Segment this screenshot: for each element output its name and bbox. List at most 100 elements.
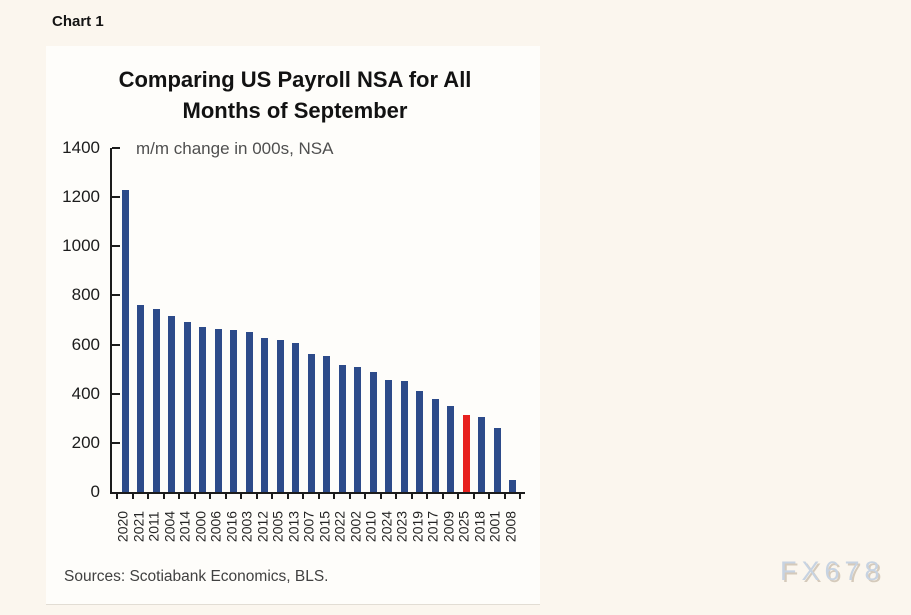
x-axis-label-2000: 2000 (192, 510, 208, 543)
plot-area (110, 147, 525, 499)
bar-2006 (214, 328, 222, 492)
x-axis-label-2024: 2024 (378, 510, 394, 543)
bar-2002 (354, 366, 361, 492)
bar-2019 (416, 391, 423, 492)
bar-2016 (230, 329, 237, 492)
x-axis-label-2010: 2010 (362, 510, 379, 543)
y-axis-label: 800 (71, 285, 100, 305)
x-axis-tick (286, 494, 289, 499)
x-axis-tick (317, 494, 320, 499)
x-axis-tick (224, 494, 227, 499)
x-axis-tick (193, 494, 196, 499)
x-axis-label-2015: 2015 (316, 510, 332, 543)
bar-2024 (385, 380, 392, 492)
x-axis-tick (379, 494, 382, 499)
bar-highlight-2025 (462, 414, 470, 492)
x-axis-tick (178, 494, 181, 499)
x-axis-label-2008: 2008 (502, 510, 518, 543)
x-axis-tick (410, 494, 413, 499)
x-axis-tick (441, 494, 444, 499)
bar-2022 (338, 365, 346, 492)
x-axis-tick (395, 494, 398, 499)
bar-2017 (431, 398, 439, 492)
x-axis-label-2021: 2021 (130, 510, 146, 543)
bar-2013 (292, 343, 299, 492)
x-axis-tick (240, 494, 243, 499)
source-note: Sources: Scotiabank Economics, BLS. (64, 568, 329, 585)
x-axis-label-2007: 2007 (300, 510, 317, 543)
x-axis-tick (426, 494, 429, 499)
y-axis-tick (112, 147, 120, 149)
x-axis-tick (131, 494, 134, 499)
x-axis-label-2014: 2014 (176, 510, 193, 543)
bar-2005 (276, 339, 284, 492)
x-axis-label-2016: 2016 (223, 510, 239, 543)
y-axis-label: 0 (90, 482, 100, 501)
chart-title-line-1: Comparing US Payroll NSA for All (118, 67, 472, 92)
x-axis-label-2020: 2020 (114, 510, 131, 543)
bar-2009 (447, 406, 454, 492)
x-axis-tick (457, 494, 460, 499)
x-axis-label-2002: 2002 (347, 510, 363, 543)
bar-2001 (493, 428, 501, 492)
x-axis-tick (488, 494, 491, 499)
y-axis-tick (112, 392, 120, 395)
y-axis-label: 200 (71, 432, 100, 452)
x-axis-tick (302, 494, 305, 499)
fx678-watermark: FX678 (780, 556, 885, 586)
bar-2021 (137, 305, 144, 492)
x-axis-tick (333, 494, 336, 499)
x-axis-label-2004: 2004 (161, 510, 177, 543)
x-axis-label-2003: 2003 (238, 510, 255, 543)
x-axis-tick (503, 494, 506, 499)
x-axis-tick (472, 494, 475, 499)
x-axis-tick (116, 494, 119, 499)
x-axis-label-2022: 2022 (331, 510, 348, 543)
y-axis-tick (112, 343, 120, 346)
x-axis-tick (348, 494, 351, 499)
y-axis-label: 1000 (62, 236, 100, 256)
bar-2018 (478, 417, 485, 492)
x-axis-tick (162, 494, 165, 499)
bar-2023 (400, 381, 408, 492)
y-axis-tick (112, 441, 120, 444)
x-axis-label-2023: 2023 (393, 510, 410, 543)
x-axis-label-2006: 2006 (207, 510, 224, 543)
bar-2020 (121, 189, 129, 492)
x-axis-label-2005: 2005 (269, 510, 286, 543)
bar-2015 (323, 355, 330, 492)
bar-2003 (245, 332, 253, 492)
x-axis-tick (519, 494, 522, 499)
chart-title: Comparing US Payroll NSA for All Months … (62, 64, 528, 126)
x-axis-label-2018: 2018 (471, 510, 487, 543)
x-axis-label-2012: 2012 (254, 510, 270, 543)
bar-2008 (509, 479, 516, 492)
bar-2000 (199, 327, 206, 492)
chart-number-label: Chart 1 (52, 13, 104, 30)
bar-2012 (261, 338, 268, 492)
y-axis-label: 600 (71, 334, 100, 354)
x-axis-tick (255, 494, 258, 499)
x-axis-label-2019: 2019 (409, 510, 425, 543)
y-axis-label: 1400 (62, 138, 100, 157)
x-axis-label-2009: 2009 (440, 510, 456, 543)
y-axis-label: 400 (71, 383, 100, 403)
y-axis-tick (112, 245, 120, 248)
y-axis-label: 1200 (62, 187, 100, 207)
bar-2011 (152, 308, 160, 492)
bar-2010 (369, 371, 377, 492)
bar-2004 (168, 316, 175, 492)
x-axis-tick (364, 494, 367, 499)
x-axis-label-2017: 2017 (424, 510, 441, 543)
y-axis-tick (112, 196, 120, 199)
x-axis-label-2001: 2001 (486, 510, 503, 543)
y-axis-tick (112, 294, 120, 297)
chart-title-line-2: Months of September (182, 98, 408, 123)
x-axis-tick (271, 494, 274, 499)
x-axis-tick (147, 494, 150, 499)
bar-2007 (307, 354, 315, 492)
bar-2014 (183, 322, 191, 492)
x-axis-tick (209, 494, 212, 499)
x-axis-label-2011: 2011 (145, 511, 162, 542)
